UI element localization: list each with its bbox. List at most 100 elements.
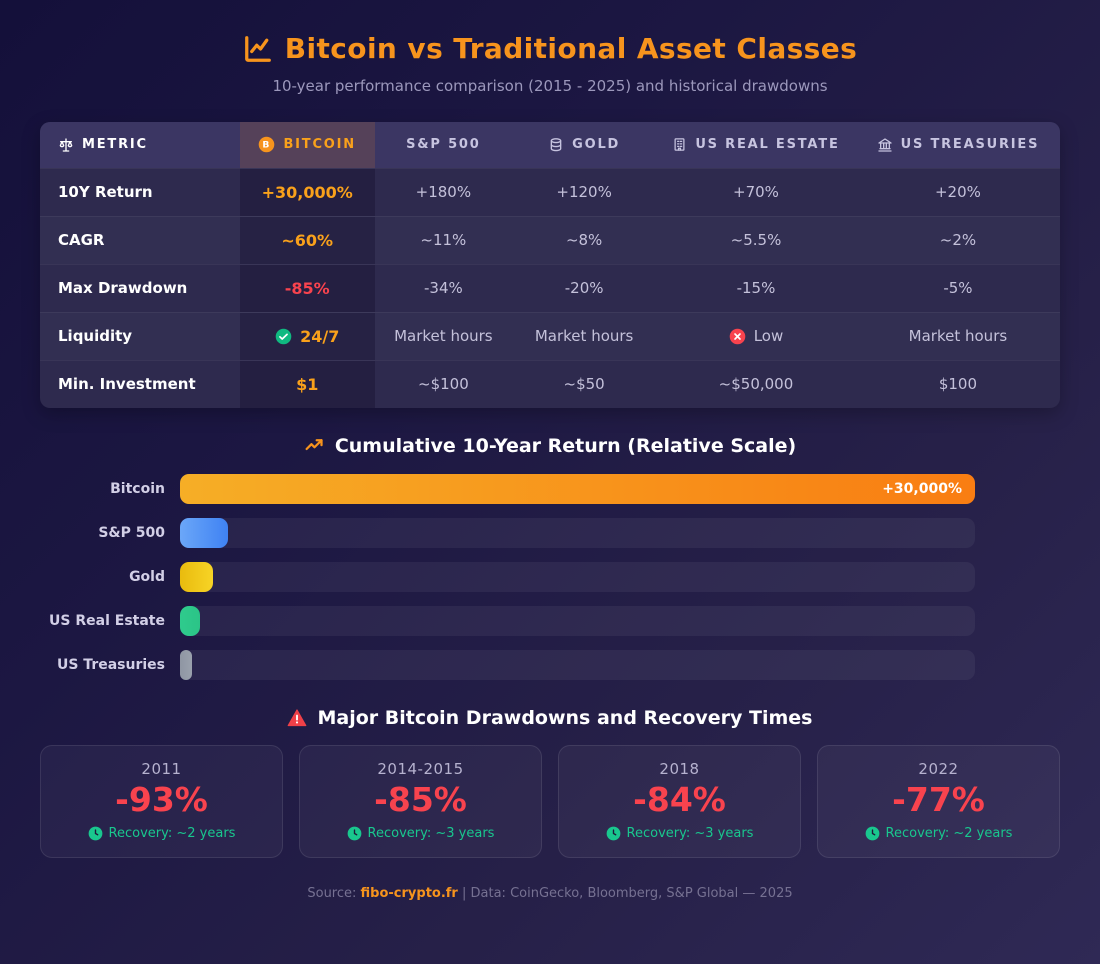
chart-bar-row-gold: Gold (40, 561, 975, 592)
metric-cell: Liquidity (58, 327, 133, 345)
clock-icon (88, 826, 103, 841)
sp500-cell: ~11% (420, 231, 467, 249)
bar-label: S&P 500 (98, 524, 165, 541)
bar-track (180, 517, 975, 548)
gold-cell: ~8% (565, 231, 603, 249)
table-row-min-investment: Min. Investment $1 ~$100 ~$50 ~$50,000 $… (40, 359, 1060, 408)
header-sp500-label: S&P 500 (406, 137, 481, 152)
card-recovery-label: Recovery: ~3 years (626, 826, 754, 842)
header-real-estate-label: US REAL ESTATE (695, 137, 840, 152)
gold-bar (180, 561, 214, 592)
drawdown-card-2018: 2018 -84% Recovery: ~3 years (558, 744, 801, 859)
clock-icon (865, 826, 880, 841)
bitcoin-cell: +30,000% (239, 168, 375, 216)
treasuries-cell: Market hours (908, 327, 1008, 345)
gold-cell: ~$50 (563, 375, 605, 393)
metric-cell: 10Y Return (58, 183, 153, 201)
bitcoin-bar-value: +30,000% (882, 480, 962, 497)
drawdown-card-2011: 2011 -93% Recovery: ~2 years (40, 744, 283, 859)
clock-icon (606, 826, 621, 841)
sp500-bar (180, 517, 228, 548)
bitcoin-cell: -85% (239, 264, 375, 312)
bar-label: Bitcoin (110, 480, 165, 497)
card-recovery: Recovery: ~3 years (308, 826, 533, 841)
card-recovery: Recovery: ~2 years (826, 826, 1051, 841)
table-row-max-drawdown: Max Drawdown -85% -34% -20% -15% -5% (40, 263, 1060, 312)
check-circle-icon (275, 328, 292, 345)
metric-cell: Min. Investment (58, 375, 196, 393)
real-estate-cell: Low (656, 313, 856, 360)
treasuries-cell: $100 (938, 375, 978, 393)
bar-track (180, 605, 975, 636)
bar-track (180, 561, 975, 592)
bitcoin-cell: ~60% (239, 216, 375, 264)
source-link[interactable]: fibo-crypto.fr (360, 886, 458, 902)
real-estate-cell: +70% (733, 183, 779, 201)
card-recovery: Recovery: ~3 years (567, 826, 792, 841)
card-drawdown-pct: -93% (115, 779, 208, 819)
warning-triangle-icon (287, 708, 307, 728)
sp500-cell: Market hours (394, 327, 493, 345)
card-recovery-label: Recovery: ~2 years (108, 826, 236, 842)
header-gold: GOLD (512, 122, 656, 168)
table-row-10y-return: 10Y Return +30,000% +180% +120% +70% +20… (40, 167, 1060, 216)
header-treasuries-label: US TREASURIES (900, 137, 1040, 152)
header-bitcoin: B BITCOIN (239, 121, 375, 168)
metric-cell: CAGR (58, 231, 105, 249)
drawdowns-section-title: Major Bitcoin Drawdowns and Recovery Tim… (0, 707, 1100, 729)
drawdowns-title-label: Major Bitcoin Drawdowns and Recovery Tim… (317, 706, 813, 729)
drawdown-cards: 2011 -93% Recovery: ~2 years 2014-2015 -… (40, 744, 1060, 859)
header-treasuries: US TREASURIES (856, 122, 1060, 168)
page-header: Bitcoin vs Traditional Asset Classes 10-… (0, 0, 1100, 95)
card-drawdown-pct: -77% (892, 779, 985, 819)
table-body: 10Y Return +30,000% +180% +120% +70% +20… (40, 167, 1060, 408)
bank-icon (877, 137, 893, 153)
header-bitcoin-label: BITCOIN (283, 137, 356, 152)
svg-text:B: B (263, 140, 271, 151)
source-label: Source: (307, 886, 357, 902)
bar-label: Gold (129, 568, 165, 585)
real-estate-bar (180, 605, 200, 636)
footer: Source: fibo-crypto.fr | Data: CoinGecko… (0, 886, 1100, 901)
header-real-estate: US REAL ESTATE (656, 122, 856, 168)
chart-bar-row-sp500: S&P 500 (40, 517, 975, 548)
card-period: 2011 (141, 759, 182, 778)
bar-track: +30,000% (180, 473, 975, 504)
bitcoin-bar: +30,000% (180, 473, 975, 504)
treasuries-cell: +20% (934, 183, 981, 201)
treasuries-bar (180, 649, 192, 680)
bar-track (180, 649, 975, 680)
table-header-row: METRIC B BITCOIN S&P 500 GOLD US REAL ES… (40, 121, 1060, 168)
chart-line-icon (243, 34, 273, 64)
gold-cell: +120% (556, 183, 612, 201)
bitcoin-icon: B (258, 136, 275, 153)
page-subtitle: 10-year performance comparison (2015 - 2… (272, 76, 828, 95)
trending-up-icon (304, 435, 325, 456)
chart-bar-row-real-estate: US Real Estate (40, 605, 975, 636)
real-estate-cell: -15% (736, 279, 776, 297)
card-period: 2014-2015 (377, 759, 464, 778)
header-sp500: S&P 500 (375, 122, 513, 168)
cumulative-return-chart: Bitcoin +30,000% S&P 500 Gold US Real Es… (40, 473, 975, 680)
coins-icon (548, 137, 564, 153)
comparison-table: METRIC B BITCOIN S&P 500 GOLD US REAL ES… (40, 121, 1060, 408)
page-title: Bitcoin vs Traditional Asset Classes (284, 32, 858, 65)
treasuries-cell: ~2% (939, 231, 977, 249)
card-period: 2018 (659, 759, 700, 778)
data-note: | Data: CoinGecko, Bloomberg, S&P Global… (462, 886, 793, 902)
chart-bar-row-bitcoin: Bitcoin +30,000% (40, 473, 975, 504)
bar-label: US Real Estate (49, 612, 165, 629)
metric-cell: Max Drawdown (58, 279, 188, 297)
card-drawdown-pct: -84% (633, 779, 726, 819)
header-gold-label: GOLD (572, 137, 621, 152)
card-period: 2022 (918, 759, 959, 778)
card-recovery: Recovery: ~2 years (49, 826, 274, 841)
real-estate-liquidity-label: Low (753, 327, 784, 345)
table-row-liquidity: Liquidity 24/7 Market hours Market hours… (40, 311, 1060, 360)
gold-cell: -20% (564, 279, 604, 297)
sp500-cell: -34% (423, 279, 463, 297)
building-icon (672, 137, 687, 152)
clock-icon (347, 826, 362, 841)
drawdown-card-2014-2015: 2014-2015 -85% Recovery: ~3 years (299, 744, 542, 859)
header-metric-label: METRIC (82, 137, 148, 152)
